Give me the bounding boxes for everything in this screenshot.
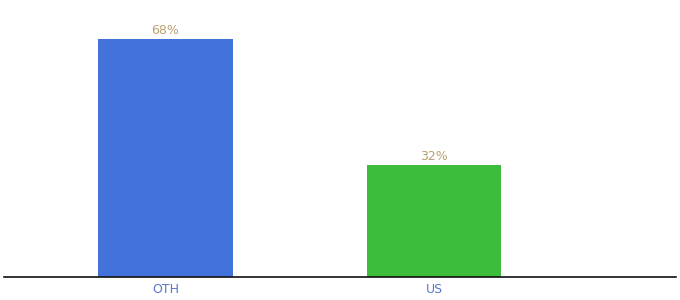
Bar [98, 39, 233, 277]
Bar [367, 165, 501, 277]
Text: 68%: 68% [152, 24, 180, 38]
Text: 32%: 32% [420, 151, 448, 164]
